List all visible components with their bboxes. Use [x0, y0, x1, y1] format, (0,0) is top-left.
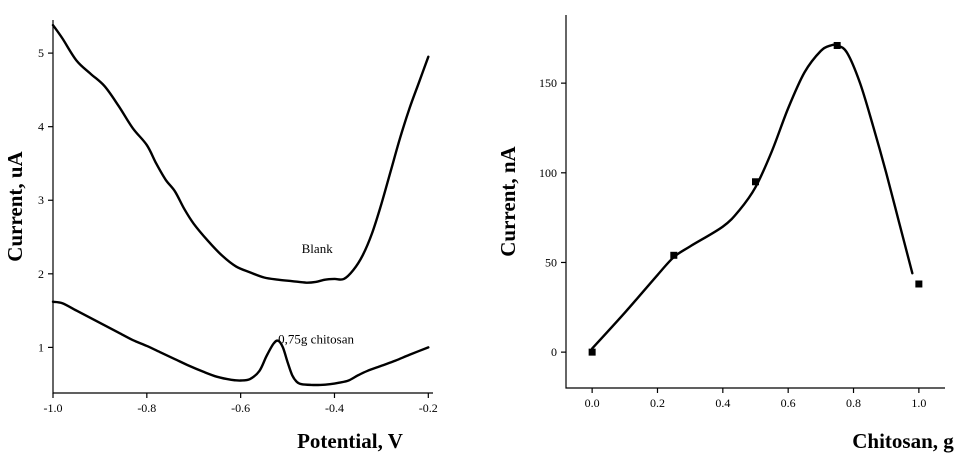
x-tick-label: 1.0: [911, 396, 926, 410]
panel-1: -1.0 -0.8 -0.6 -0.4 -0.2 1 2 3 4 5 Potential, V Cur…: [3, 20, 438, 453]
annotation-label: Blank: [302, 241, 334, 256]
x-tick-label: -0.6: [231, 401, 250, 415]
y-tick-label: 0: [551, 345, 557, 359]
x-tick-label: -0.4: [325, 401, 344, 415]
fit-curve: [590, 43, 914, 350]
series-line-0-75g-chitosan: [51, 300, 430, 387]
x-tick-label: 0.2: [650, 396, 665, 410]
x-tick-label: 0.4: [715, 396, 730, 410]
y-tick-label: 50: [545, 255, 557, 269]
panel-2: 0.0 0.2 0.4 0.6 0.8 1.0 0 50 100 150 Chitosan, g Cu…: [496, 15, 954, 453]
y-tick-label: 5: [38, 46, 44, 60]
x-tick-label: -0.2: [419, 401, 438, 415]
data-point: [752, 178, 759, 186]
x-axis-title: Chitosan, g: [852, 429, 954, 453]
y-tick-label: 150: [539, 76, 557, 90]
x-tick-label: 0.6: [781, 396, 796, 410]
data-point: [588, 348, 596, 356]
data-point: [915, 280, 923, 288]
x-axis-title: Potential, V: [297, 429, 403, 453]
axis-frame: [565, 15, 945, 389]
y-tick-label: 2: [38, 267, 44, 281]
data-point: [670, 251, 678, 259]
x-tick-label: 0.8: [846, 396, 861, 410]
x-tick-label: -0.8: [137, 401, 156, 415]
x-tick-label: -1.0: [44, 401, 63, 415]
y-tick-label: 3: [38, 193, 44, 207]
y-axis-title: Current, uA: [3, 150, 27, 261]
data-point: [833, 41, 841, 49]
axis-frame: [52, 20, 433, 394]
y-tick-label: 4: [38, 120, 44, 134]
series-line-blank: [51, 23, 430, 284]
y-axis-title: Current, nA: [496, 145, 520, 256]
annotation-label: 0,75g chitosan: [278, 332, 354, 347]
x-tick-label: 0.0: [585, 396, 600, 410]
y-tick-label: 100: [539, 166, 557, 180]
y-tick-label: 1: [38, 340, 44, 354]
